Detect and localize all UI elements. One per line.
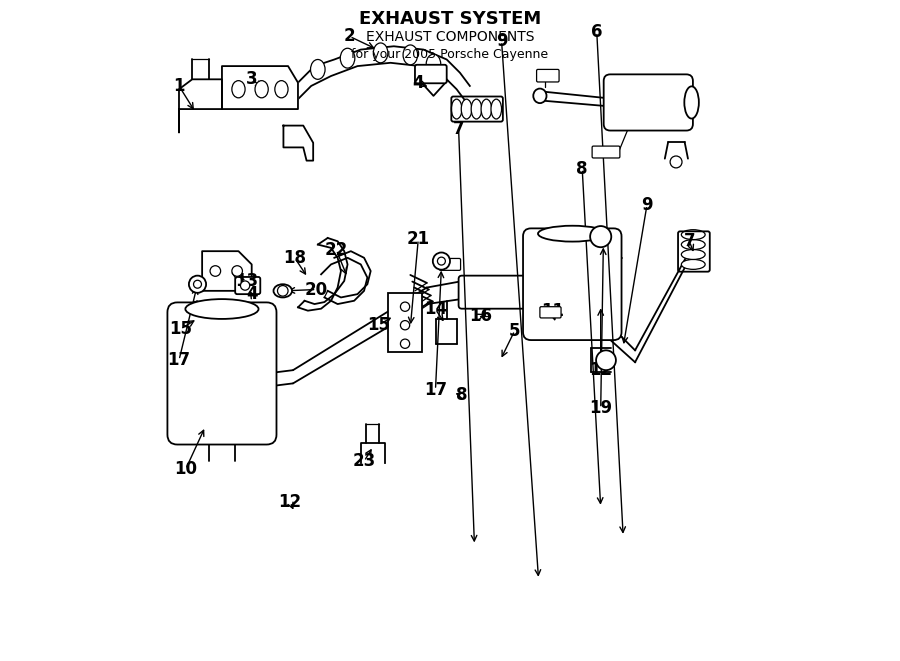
- Circle shape: [400, 302, 410, 311]
- Circle shape: [194, 280, 202, 288]
- Ellipse shape: [310, 59, 325, 79]
- FancyBboxPatch shape: [235, 277, 260, 294]
- Text: 18: 18: [284, 249, 306, 267]
- Ellipse shape: [274, 284, 292, 297]
- Circle shape: [210, 266, 220, 276]
- Circle shape: [400, 321, 410, 330]
- Text: 17: 17: [167, 351, 191, 369]
- Ellipse shape: [185, 299, 258, 319]
- Text: 12: 12: [278, 493, 302, 512]
- Ellipse shape: [274, 81, 288, 98]
- Text: 8: 8: [577, 159, 588, 178]
- Text: 9: 9: [496, 32, 508, 50]
- Text: 11: 11: [541, 301, 564, 320]
- Circle shape: [232, 266, 242, 276]
- Circle shape: [596, 350, 616, 370]
- FancyBboxPatch shape: [604, 75, 693, 131]
- Ellipse shape: [491, 99, 501, 119]
- Circle shape: [670, 156, 682, 168]
- Text: 4: 4: [412, 73, 424, 92]
- Circle shape: [400, 339, 410, 348]
- Ellipse shape: [461, 99, 472, 119]
- Text: 4: 4: [246, 285, 257, 303]
- Text: 22: 22: [325, 241, 348, 259]
- Text: 21: 21: [407, 230, 430, 249]
- Ellipse shape: [684, 87, 699, 118]
- Ellipse shape: [451, 99, 462, 119]
- FancyBboxPatch shape: [540, 307, 561, 318]
- Text: 20: 20: [305, 280, 328, 299]
- Ellipse shape: [482, 99, 491, 119]
- Text: 3: 3: [246, 70, 257, 89]
- Polygon shape: [222, 66, 298, 109]
- Ellipse shape: [538, 225, 607, 242]
- Text: 23: 23: [353, 452, 375, 471]
- Text: 10: 10: [174, 460, 197, 479]
- Text: 5: 5: [509, 321, 520, 340]
- Ellipse shape: [232, 81, 245, 98]
- Text: 15: 15: [169, 320, 192, 338]
- Text: for your 2005 Porsche Cayenne: for your 2005 Porsche Cayenne: [351, 48, 549, 61]
- Text: 12: 12: [590, 361, 612, 379]
- Text: 14: 14: [424, 300, 447, 319]
- Circle shape: [189, 276, 206, 293]
- Text: 16: 16: [469, 307, 492, 325]
- Ellipse shape: [534, 89, 546, 103]
- Text: 9: 9: [641, 196, 652, 214]
- Ellipse shape: [472, 99, 482, 119]
- Ellipse shape: [681, 239, 705, 249]
- Text: 7: 7: [453, 120, 464, 138]
- Circle shape: [277, 286, 288, 296]
- Text: 2: 2: [344, 27, 356, 46]
- Text: 13: 13: [235, 272, 258, 290]
- FancyBboxPatch shape: [592, 146, 620, 158]
- Circle shape: [240, 281, 249, 290]
- Circle shape: [590, 226, 611, 247]
- Text: 7: 7: [683, 232, 695, 251]
- Ellipse shape: [340, 48, 355, 68]
- Text: EXHAUST SYSTEM: EXHAUST SYSTEM: [359, 10, 541, 28]
- Text: 1: 1: [173, 77, 184, 95]
- Ellipse shape: [427, 54, 441, 74]
- Circle shape: [433, 253, 450, 270]
- Ellipse shape: [681, 250, 705, 259]
- FancyBboxPatch shape: [459, 276, 544, 309]
- Text: 17: 17: [424, 381, 447, 399]
- FancyBboxPatch shape: [388, 293, 422, 352]
- Text: EXHAUST COMPONENTS: EXHAUST COMPONENTS: [365, 30, 535, 44]
- Ellipse shape: [255, 81, 268, 98]
- Circle shape: [437, 257, 446, 265]
- Polygon shape: [179, 79, 222, 132]
- Ellipse shape: [681, 229, 705, 239]
- FancyBboxPatch shape: [439, 258, 461, 270]
- FancyBboxPatch shape: [415, 65, 446, 83]
- Ellipse shape: [374, 43, 388, 63]
- Text: 8: 8: [456, 386, 468, 405]
- FancyBboxPatch shape: [167, 303, 276, 444]
- FancyBboxPatch shape: [523, 229, 622, 340]
- Text: 6: 6: [591, 22, 602, 41]
- Text: 19: 19: [590, 399, 612, 418]
- Text: 15: 15: [367, 316, 390, 334]
- Ellipse shape: [681, 260, 705, 270]
- FancyBboxPatch shape: [536, 69, 559, 82]
- Ellipse shape: [403, 45, 418, 65]
